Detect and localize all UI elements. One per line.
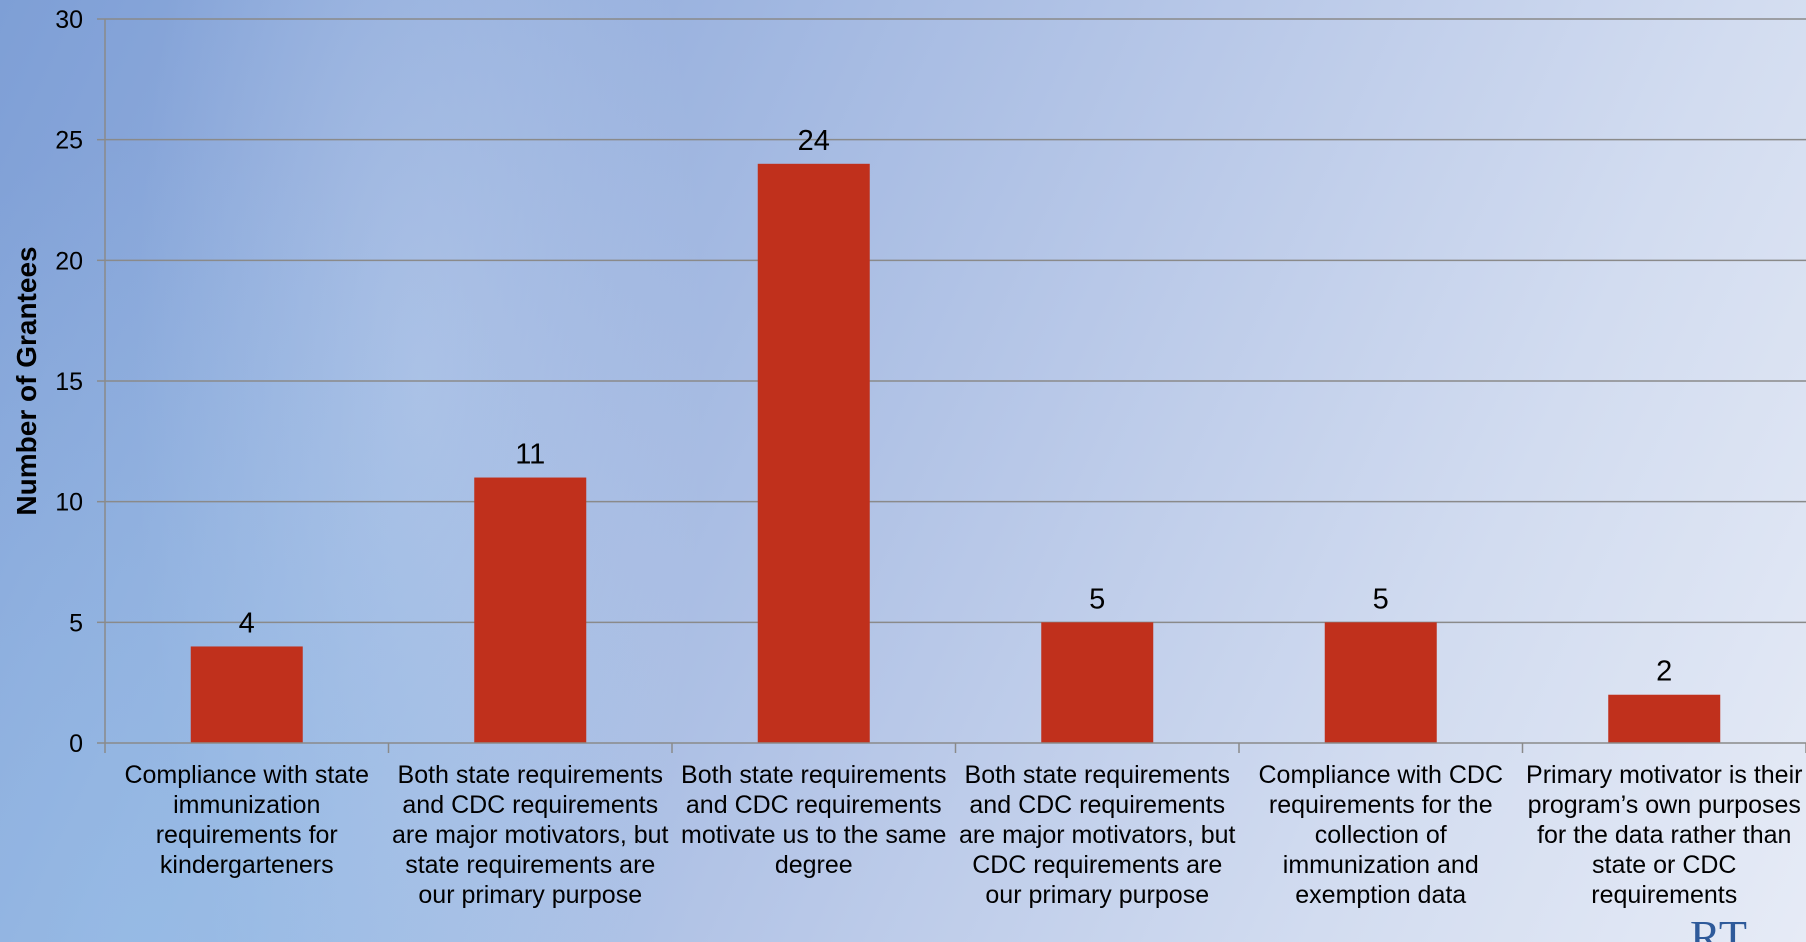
- x-tick-label: Compliance with state immunization requi…: [124, 761, 370, 879]
- y-tick-label: 10: [55, 489, 83, 517]
- bar: [1324, 622, 1437, 743]
- data-label: 5: [1373, 583, 1389, 615]
- y-tick-label: 15: [55, 368, 83, 396]
- x-tick-label: Compliance with CDC requirements for the…: [1258, 761, 1504, 909]
- x-tick-label: Both state requirements and CDC requirem…: [959, 761, 1236, 909]
- data-label: 11: [515, 439, 545, 471]
- data-label: 24: [798, 125, 830, 157]
- bar: [474, 477, 587, 743]
- y-axis-label: Number of Grantees: [11, 246, 42, 515]
- y-tick-label: 30: [55, 6, 83, 34]
- bar: [1608, 694, 1721, 743]
- data-label: 2: [1656, 656, 1672, 688]
- data-label: 5: [1089, 583, 1105, 615]
- x-tick-label: Primary motivator is their program’s own…: [1526, 761, 1803, 909]
- bar: [757, 163, 870, 744]
- bar: [1041, 622, 1154, 743]
- x-tick-label: Both state requirements and CDC requirem…: [681, 761, 947, 879]
- company-logo: RT: [1690, 910, 1806, 942]
- data-label: 4: [239, 607, 255, 639]
- logo-text: RT: [1690, 911, 1749, 942]
- y-tick-label: 5: [69, 609, 83, 637]
- x-tick-label: Both state requirements and CDC requirem…: [392, 761, 669, 909]
- y-tick-label: 25: [55, 127, 83, 155]
- y-tick-label: 20: [55, 247, 83, 275]
- y-tick-label: 0: [69, 730, 83, 758]
- bar: [190, 646, 303, 743]
